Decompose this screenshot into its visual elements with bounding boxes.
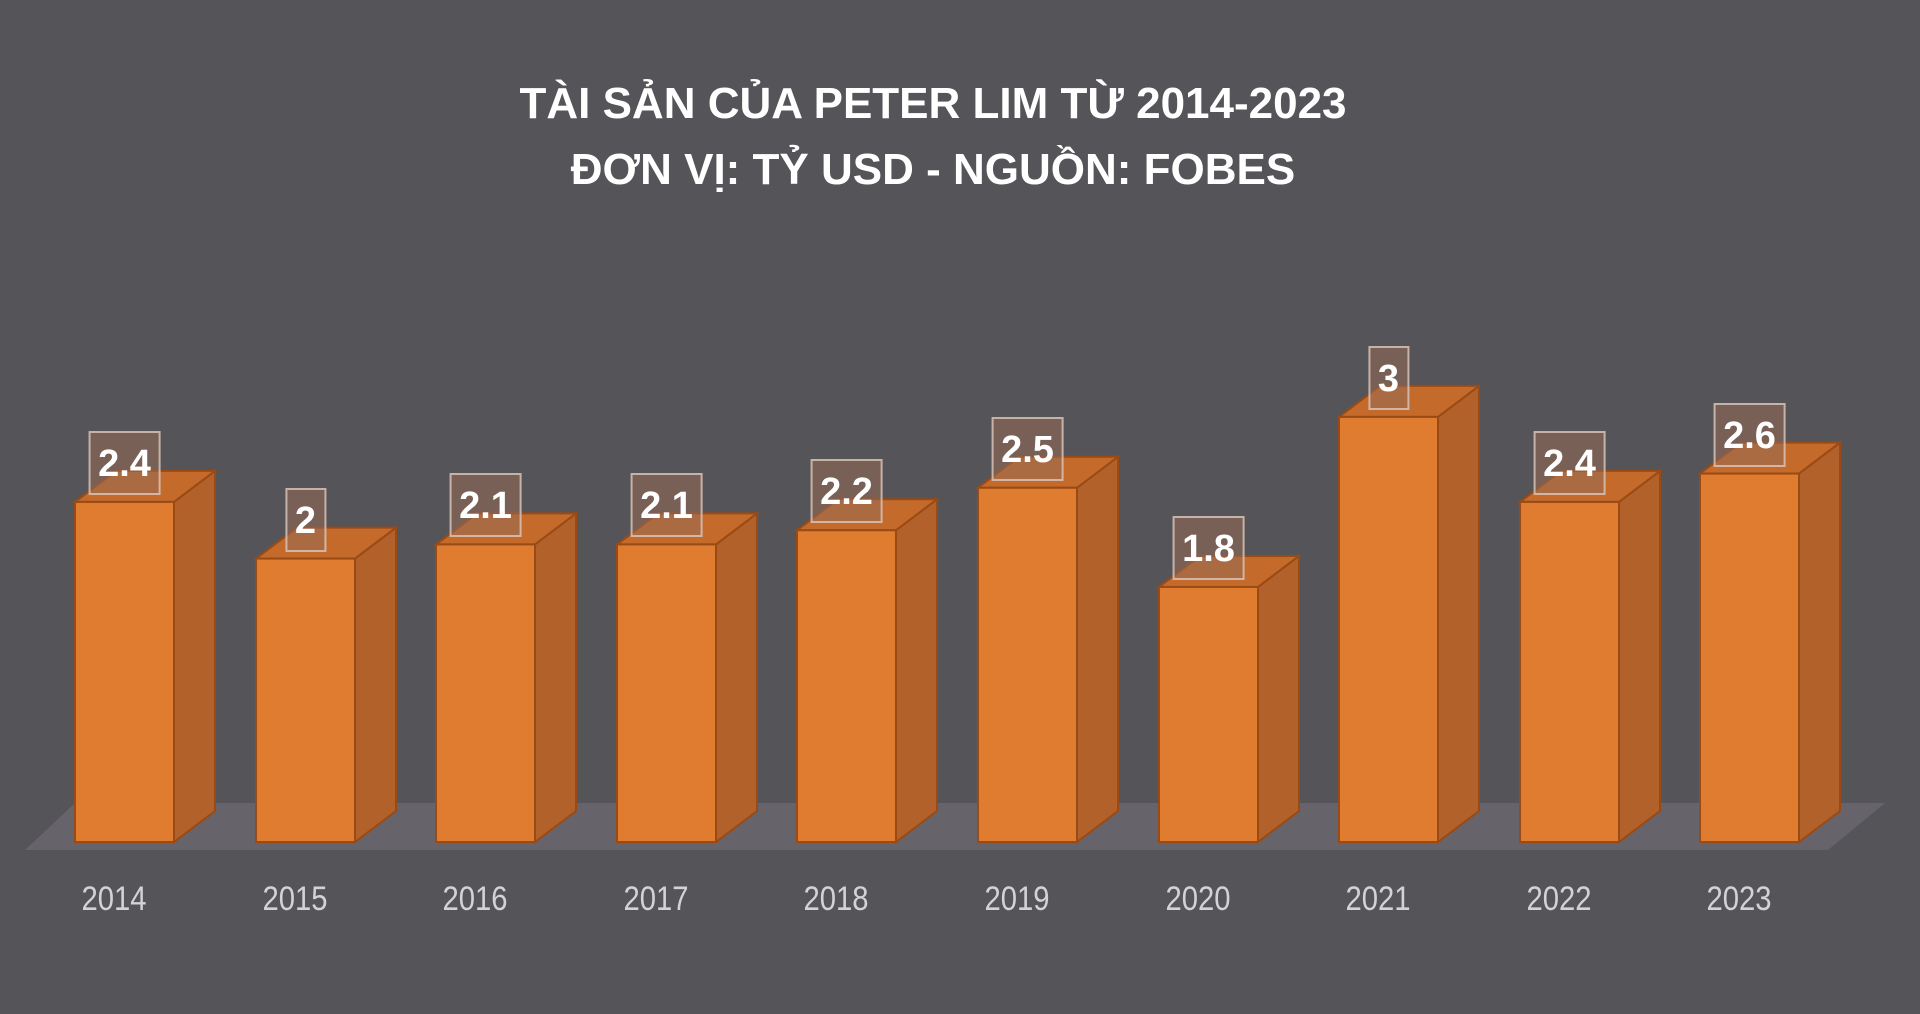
chart-title: TÀI SẢN CỦA PETER LIM TỪ 2014-2023 xyxy=(519,79,1347,128)
data-label: 2.6 xyxy=(1713,402,1786,467)
bar-2021 xyxy=(1336,383,1482,845)
bar-2023 xyxy=(1697,440,1843,845)
bar-2019 xyxy=(975,454,1121,845)
bar-side-face xyxy=(1257,553,1300,845)
bar-front-face xyxy=(74,500,175,843)
bar-2022 xyxy=(1517,468,1663,845)
bar-front-face xyxy=(435,543,536,843)
bar-front-face xyxy=(1338,415,1439,843)
bar-side-face xyxy=(1798,440,1841,845)
x-axis-label: 2018 xyxy=(803,880,869,918)
data-label: 2.2 xyxy=(810,459,883,524)
bar-front-face xyxy=(977,486,1078,843)
x-axis-label: 2023 xyxy=(1706,880,1772,918)
bar-side-face xyxy=(534,511,577,845)
x-axis-label: 2017 xyxy=(623,880,689,918)
bar-side-face xyxy=(895,497,938,845)
data-label: 1.8 xyxy=(1172,515,1245,580)
data-label: 2.4 xyxy=(1533,430,1606,495)
data-label: 2.5 xyxy=(991,416,1064,481)
data-label: 3 xyxy=(1367,345,1410,410)
bar-front-face xyxy=(1158,585,1259,843)
x-axis-label: 2021 xyxy=(1345,880,1411,918)
bar-2018 xyxy=(794,497,940,845)
data-label: 2.1 xyxy=(630,473,703,538)
bar-side-face xyxy=(1618,468,1661,845)
bar-side-face xyxy=(1076,454,1119,845)
bar-2014 xyxy=(72,468,218,845)
x-axis-label: 2016 xyxy=(442,880,508,918)
bar-side-face xyxy=(173,468,216,845)
bar-2020 xyxy=(1156,553,1302,845)
bar-front-face xyxy=(1519,500,1620,843)
data-label: 2.1 xyxy=(449,473,522,538)
bar-2017 xyxy=(614,511,760,845)
x-axis-label: 2014 xyxy=(81,880,147,918)
x-axis-label: 2022 xyxy=(1526,880,1592,918)
bar-2016 xyxy=(433,511,579,845)
x-axis-label: 2020 xyxy=(1165,880,1231,918)
bar-front-face xyxy=(796,529,897,843)
x-axis-label: 2015 xyxy=(262,880,328,918)
data-label: 2.4 xyxy=(88,430,161,495)
bar-front-face xyxy=(616,543,717,843)
x-axis-label: 2019 xyxy=(984,880,1050,918)
bar-2015 xyxy=(253,525,399,845)
bar-front-face xyxy=(255,557,356,843)
bar-side-face xyxy=(354,525,397,845)
bar-front-face xyxy=(1699,472,1800,843)
data-label: 2 xyxy=(284,487,327,552)
bar-side-face xyxy=(715,511,758,845)
chart-subtitle: ĐƠN VỊ: TỶ USD - NGUỒN: FOBES xyxy=(570,145,1296,194)
bar-side-face xyxy=(1437,383,1480,845)
